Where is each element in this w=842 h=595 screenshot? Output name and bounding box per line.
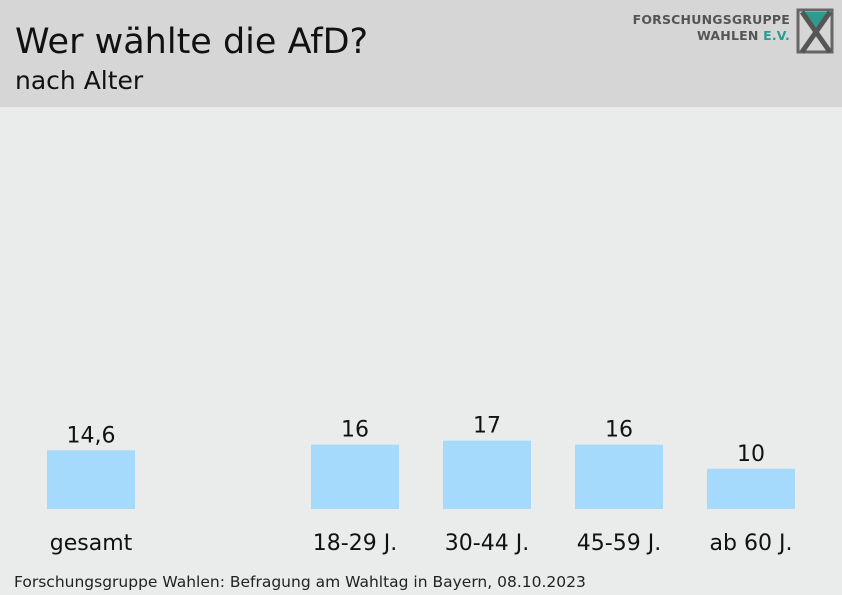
- bar-3: [443, 440, 531, 509]
- value-label-1: 14,6: [67, 423, 116, 448]
- category-label-1: gesamt: [50, 531, 133, 556]
- source-note: Forschungsgruppe Wahlen: Befragung am Wa…: [14, 573, 586, 591]
- chart-subtitle: nach Alter: [15, 66, 144, 95]
- logo-text-ev: E.V.: [763, 28, 790, 43]
- bar-2: [311, 444, 399, 509]
- value-label-5: 10: [737, 442, 765, 467]
- bar-1: [47, 450, 135, 509]
- bar-5: [707, 468, 795, 509]
- chart-title: Wer wählte die AfD?: [15, 22, 369, 62]
- logo-text-wahlen: WAHLEN: [697, 28, 759, 43]
- logo-text-line2: WAHLEN E.V.: [697, 28, 790, 43]
- category-label-2: 18-29 J.: [313, 531, 397, 556]
- bar-chart: 14,6 gesamt 16 18-29 J. 17 30-44 J. 16 45-59 J.…: [47, 414, 795, 556]
- bar-4: [575, 444, 663, 509]
- logo: FORSCHUNGSGRUPPE WAHLEN E.V.: [633, 8, 836, 58]
- value-label-2: 16: [341, 418, 369, 443]
- category-label-4: 45-59 J.: [577, 531, 661, 556]
- category-label-3: 30-44 J.: [445, 531, 529, 556]
- logo-x-icon: [796, 8, 834, 54]
- category-label-5: ab 60 J.: [710, 531, 793, 556]
- header: Wer wählte die AfD? nach Alter FORSCHUNG…: [0, 0, 842, 107]
- value-label-4: 16: [605, 418, 633, 443]
- logo-text-line1: FORSCHUNGSGRUPPE: [632, 12, 790, 27]
- value-label-3: 17: [473, 414, 501, 439]
